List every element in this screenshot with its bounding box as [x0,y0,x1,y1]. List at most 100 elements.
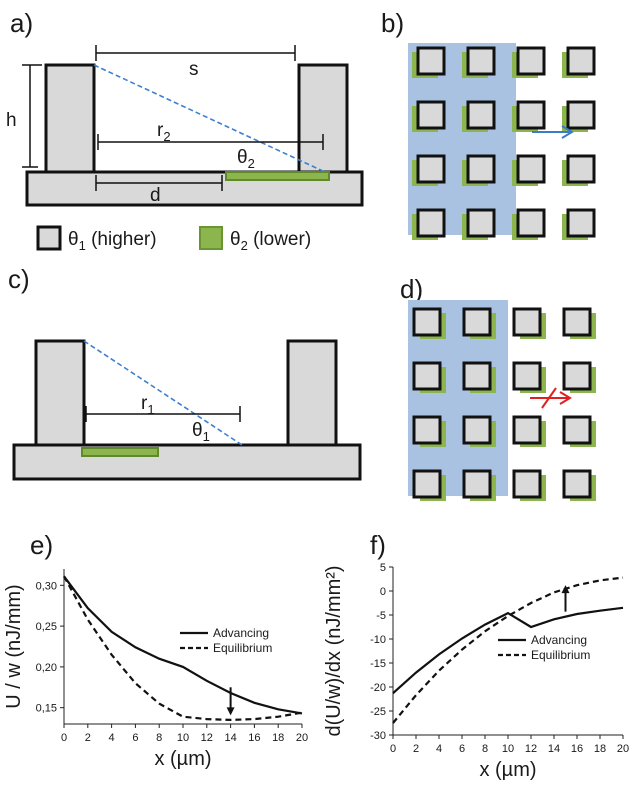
y-axis-title: U / w (nJ/mm) [3,584,25,708]
post [412,307,442,337]
x-tick-label: 0 [61,732,67,744]
x-tick-label: 14 [548,743,560,755]
legend-label-theta1: θ1 (higher) [68,229,157,253]
x-tick-label: 16 [571,743,583,755]
legend-label: Advancing [213,626,269,640]
pillar-right-c [286,339,338,447]
schematic-svg: s h r2 θ2 d θ1 (higher) θ2 (lower) [6,43,596,501]
post [516,154,546,184]
post [516,46,546,76]
meniscus-line-c [83,340,243,446]
post [416,208,446,238]
post [462,307,492,337]
post [412,469,442,499]
series-line-equilibrium [392,576,624,724]
post [562,307,592,337]
legend-label: Equilibrium [531,648,590,662]
post [562,361,592,391]
label-h: h [6,110,17,131]
y-tick-label: -5 [376,610,386,622]
x-tick-label: 10 [502,743,514,755]
legend-swatch-theta2 [199,226,223,250]
blocked-slash [541,387,557,409]
y-tick-label: 5 [380,562,386,574]
y-tick-label: -10 [370,634,386,646]
y-tick-label: 0 [380,586,386,598]
panel-d-array [408,300,596,501]
panel-label-e: e) [30,530,54,560]
pillar-right-a [297,63,349,174]
panel-a-schematic: s h r2 θ2 d [6,45,364,207]
annotation-arrowhead [226,707,235,716]
y-tick-label: 0,30 [36,580,57,592]
x-axis-title: x (µm) [479,759,536,781]
y-tick-label: 0,15 [36,703,57,715]
post [466,208,496,238]
x-tick-label: 4 [436,743,442,755]
panel-label-a: a) [10,8,34,38]
x-tick-label: 18 [594,743,606,755]
annotation-arrowhead [561,585,570,594]
label-theta2: θ2 [237,147,255,171]
x-tick-label: 16 [248,732,260,744]
panel-label-b: b) [381,8,405,38]
panel-label-d: d) [400,274,424,304]
post [562,415,592,445]
green-patch-c [81,447,159,457]
post [416,100,446,130]
x-tick-label: 2 [85,732,91,744]
x-tick-label: 8 [156,732,162,744]
post [512,361,542,391]
y-tick-label: 0,20 [36,662,57,674]
legend-label: Equilibrium [213,641,272,655]
x-tick-label: 20 [617,743,629,755]
x-tick-label: 6 [459,743,465,755]
post [462,469,492,499]
label-theta1: θ1 [192,420,210,444]
y-tick-label: -30 [370,730,386,742]
x-tick-label: 10 [177,732,189,744]
legend-swatch-theta1 [36,225,62,251]
y-tick-label: -20 [370,682,386,694]
legend-label-theta2: θ2 (lower) [230,229,311,253]
meniscus-line-a [93,64,326,173]
post [466,154,496,184]
x-tick-label: 14 [224,732,236,744]
post [416,46,446,76]
x-tick-label: 4 [109,732,115,744]
label-r2: r2 [157,120,171,144]
post [566,154,596,184]
post [566,208,596,238]
label-r1: r1 [141,393,155,417]
post [566,100,596,130]
panel-c-schematic: r1 θ1 [12,339,362,481]
panel-b-array [408,43,596,240]
x-tick-label: 0 [390,743,396,755]
pillar-left-c [34,339,86,447]
y-tick-label: -15 [370,658,386,670]
x-tick-label: 18 [272,732,284,744]
pillar-left-a [44,63,96,174]
label-d: d [150,185,161,206]
x-tick-label: 2 [413,743,419,755]
post [412,415,442,445]
legend-label: Advancing [531,633,587,647]
legend: θ1 (higher) θ2 (lower) [36,225,311,253]
post [516,100,546,130]
x-tick-label: 12 [525,743,537,755]
label-s: s [189,59,199,80]
x-tick-label: 12 [201,732,213,744]
post [462,415,492,445]
chart-e: 0 2 4 6 8 10 12 14 16 18 20 0,15 0,20 0,25 0,30 Advanci… [3,569,308,770]
x-tick-label: 6 [132,732,138,744]
y-tick-label: 0,25 [36,621,57,633]
post [566,46,596,76]
chart-f: 0 2 4 6 8 10 12 14 16 18 20 -30 -25 -20 -15 -10 -5 0 5 Adva… [323,562,629,781]
panel-label-c: c) [8,264,30,294]
x-tick-label: 8 [482,743,488,755]
x-tick-label: 20 [296,732,308,744]
post [416,154,446,184]
y-axis-title: d(U/w)/dx (nJ/mm²) [323,565,345,736]
post [512,469,542,499]
post [462,361,492,391]
